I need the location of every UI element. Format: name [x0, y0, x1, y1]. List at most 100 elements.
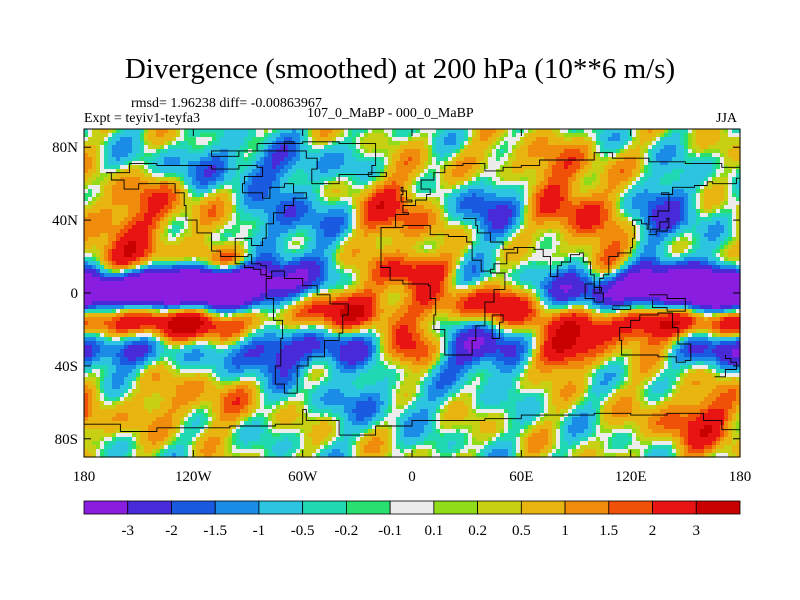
field-cell — [688, 369, 697, 374]
field-cell — [660, 149, 677, 154]
field-cell — [460, 265, 465, 270]
field-cell — [388, 381, 397, 386]
field-cell — [512, 381, 517, 386]
field-cell — [164, 349, 181, 354]
field-cell — [156, 309, 161, 314]
field-cell — [528, 217, 533, 222]
field-cell — [88, 185, 101, 190]
field-cell — [136, 369, 141, 374]
field-cell — [428, 213, 437, 218]
field-cell — [116, 321, 169, 326]
field-cell — [432, 377, 441, 382]
field-cell — [216, 229, 221, 234]
field-cell — [680, 321, 693, 326]
field-cell — [532, 337, 537, 342]
field-cell — [412, 265, 417, 270]
field-cell — [524, 377, 529, 382]
field-cell — [504, 241, 509, 246]
field-cell — [632, 257, 637, 262]
field-cell — [356, 217, 361, 222]
field-cell — [396, 349, 429, 354]
field-cell — [252, 317, 261, 322]
field-cell — [340, 413, 349, 418]
field-cell — [452, 401, 465, 406]
field-cell — [544, 417, 561, 422]
field-cell — [400, 373, 405, 378]
field-cell — [708, 329, 713, 334]
field-cell — [304, 405, 309, 410]
field-cell — [728, 129, 733, 134]
field-cell — [244, 193, 249, 198]
field-cell — [616, 273, 621, 278]
field-cell — [116, 325, 141, 330]
field-cell — [84, 217, 113, 222]
field-cell — [100, 153, 105, 158]
field-cell — [184, 413, 189, 418]
field-cell — [440, 333, 445, 338]
field-cell — [392, 161, 397, 166]
field-cell — [388, 161, 393, 166]
field-cell — [252, 137, 265, 142]
field-cell — [596, 377, 605, 382]
field-cell — [388, 301, 397, 306]
field-cell — [492, 373, 517, 378]
field-cell — [96, 245, 105, 250]
field-cell — [128, 309, 149, 314]
field-cell — [492, 141, 497, 146]
field-cell — [168, 197, 177, 202]
field-cell — [316, 333, 325, 338]
field-cell — [412, 189, 417, 194]
field-cell — [92, 349, 101, 354]
field-cell — [148, 337, 153, 342]
field-cell — [568, 181, 573, 186]
field-cell — [624, 185, 629, 190]
field-cell — [412, 293, 417, 298]
field-cell — [160, 401, 173, 406]
field-cell — [656, 205, 681, 210]
field-cell — [204, 145, 213, 150]
field-cell — [328, 245, 337, 250]
field-cell — [256, 153, 265, 158]
field-cell — [460, 309, 485, 314]
field-cell — [392, 333, 397, 338]
field-cell — [96, 265, 101, 270]
field-cell — [640, 257, 657, 262]
field-cell — [260, 253, 273, 258]
field-cell — [292, 257, 301, 262]
field-cell — [336, 421, 341, 426]
field-cell — [636, 173, 641, 178]
field-cell — [636, 193, 689, 198]
field-cell — [220, 405, 225, 410]
field-cell — [332, 301, 373, 306]
field-cell — [532, 213, 537, 218]
field-cell — [276, 177, 281, 182]
field-cell — [536, 293, 541, 298]
field-cell — [456, 153, 461, 158]
field-cell — [320, 257, 329, 262]
field-cell — [104, 245, 113, 250]
field-cell — [528, 349, 533, 354]
field-cell — [536, 177, 545, 182]
field-cell — [220, 185, 225, 190]
field-cell — [304, 249, 313, 254]
field-cell — [696, 321, 713, 326]
field-cell — [220, 265, 229, 270]
field-cell — [636, 137, 641, 142]
field-cell — [188, 185, 193, 190]
field-cell — [140, 169, 145, 174]
field-cell — [416, 357, 421, 362]
field-cell — [684, 377, 717, 382]
field-cell — [216, 209, 225, 214]
field-cell — [464, 181, 469, 186]
field-cell — [252, 389, 257, 394]
field-cell — [268, 397, 281, 402]
field-cell — [100, 149, 105, 154]
field-cell — [728, 361, 741, 366]
field-cell — [416, 173, 421, 178]
field-cell — [204, 265, 209, 270]
field-cell — [108, 237, 117, 242]
field-cell — [296, 361, 301, 366]
field-cell — [252, 297, 265, 302]
field-cell — [164, 229, 169, 234]
field-cell — [456, 345, 465, 350]
